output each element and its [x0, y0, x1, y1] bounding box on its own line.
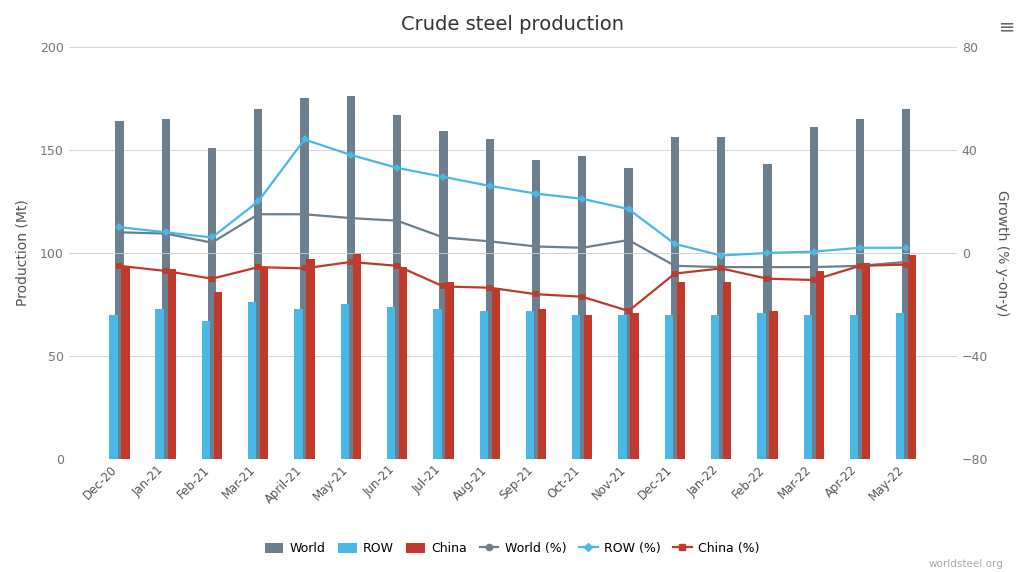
Bar	[479, 311, 487, 459]
Bar	[294, 309, 303, 459]
Bar	[677, 282, 685, 459]
Bar	[492, 288, 500, 459]
Bar	[208, 148, 216, 459]
Bar	[763, 164, 771, 459]
Bar	[757, 313, 766, 459]
Bar	[433, 309, 441, 459]
Bar	[214, 292, 222, 459]
Bar	[116, 121, 124, 459]
Bar	[439, 131, 447, 459]
Bar	[856, 119, 864, 459]
Bar	[399, 267, 408, 459]
Bar	[850, 315, 858, 459]
Bar	[671, 137, 679, 459]
Title: Crude steel production: Crude steel production	[401, 15, 625, 34]
Bar	[168, 269, 176, 459]
Legend: World, ROW, China, World (%), ROW (%), China (%): World, ROW, China, World (%), ROW (%), C…	[259, 537, 765, 560]
Bar	[769, 311, 777, 459]
Bar	[300, 98, 308, 459]
Bar	[618, 315, 627, 459]
Bar	[815, 272, 824, 459]
Bar	[723, 282, 731, 459]
Bar	[525, 311, 535, 459]
Bar	[902, 109, 910, 459]
Bar	[908, 255, 916, 459]
Bar	[804, 315, 812, 459]
Y-axis label: Growth (% y-on-y): Growth (% y-on-y)	[995, 190, 1009, 316]
Bar	[248, 303, 256, 459]
Bar	[711, 315, 719, 459]
Bar	[341, 304, 349, 459]
Bar	[121, 267, 130, 459]
Bar	[810, 127, 818, 459]
Bar	[254, 109, 262, 459]
Bar	[631, 313, 639, 459]
Bar	[387, 307, 395, 459]
Bar	[862, 263, 870, 459]
Bar	[260, 267, 268, 459]
Bar	[538, 309, 546, 459]
Bar	[665, 315, 673, 459]
Text: worldsteel.org: worldsteel.org	[929, 559, 1004, 569]
Bar	[202, 321, 210, 459]
Text: ≡: ≡	[999, 17, 1016, 36]
Y-axis label: Production (Mt): Production (Mt)	[15, 200, 29, 306]
Bar	[393, 115, 401, 459]
Bar	[445, 282, 454, 459]
Bar	[347, 96, 355, 459]
Bar	[896, 313, 904, 459]
Bar	[579, 156, 587, 459]
Bar	[110, 315, 118, 459]
Bar	[625, 168, 633, 459]
Bar	[156, 309, 164, 459]
Bar	[531, 160, 540, 459]
Bar	[717, 137, 725, 459]
Bar	[162, 119, 170, 459]
Bar	[572, 315, 581, 459]
Bar	[485, 140, 494, 459]
Bar	[584, 315, 593, 459]
Bar	[352, 253, 361, 459]
Bar	[306, 259, 314, 459]
